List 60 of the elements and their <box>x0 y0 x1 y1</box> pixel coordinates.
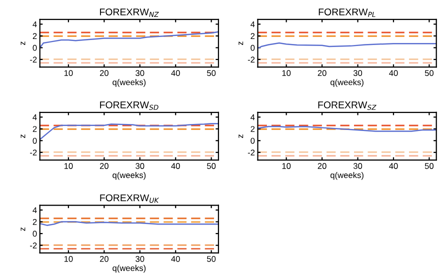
x-tick-label: 20 <box>100 256 108 262</box>
x-tick-label: 10 <box>64 70 73 76</box>
x-tick-label: 30 <box>136 163 144 169</box>
y-axis-title: z <box>20 134 26 138</box>
x-tick-label: 10 <box>282 70 291 76</box>
y-tick-label: 4 <box>32 21 37 28</box>
x-tick-label: 50 <box>424 70 434 76</box>
y-tick-label: 0 <box>250 44 255 51</box>
x-tick-label: 50 <box>207 163 216 169</box>
x-tick-label: 10 <box>64 163 73 169</box>
x-axis-title: q(weeks) <box>112 79 146 87</box>
y-axis-title: z <box>20 42 26 46</box>
x-tick-label: 40 <box>389 163 398 169</box>
x-tick-label: 20 <box>318 70 326 76</box>
x-tick-label: 40 <box>171 163 180 169</box>
x-tick-label: 50 <box>207 70 216 76</box>
x-tick-label: 40 <box>389 70 398 76</box>
x-axis-title: q(weeks) <box>112 172 146 180</box>
y-tick-label: 2 <box>32 126 37 132</box>
chart-title: FOREXRW$_{SD}$ <box>100 101 158 110</box>
y-tick-label: 0 <box>32 138 37 144</box>
x-tick-label: 30 <box>136 70 144 76</box>
y-axis-title: z <box>238 42 244 46</box>
y-tick-label: -2 <box>30 150 37 156</box>
y-tick-label: 0 <box>32 44 37 51</box>
chart-title: FOREXRW$_{SZ}$ <box>318 101 376 110</box>
y-tick-label: 0 <box>32 230 37 237</box>
y-tick-label: -2 <box>248 56 255 62</box>
x-tick-label: 30 <box>353 70 362 76</box>
y-tick-label: 2 <box>32 218 37 225</box>
x-tick-label: 50 <box>207 256 216 262</box>
x-tick-label: 50 <box>424 163 434 169</box>
y-tick-label: -2 <box>30 242 37 248</box>
chart-title: FOREXRW$_{NZ}$ <box>100 8 159 17</box>
y-tick-label: 4 <box>32 114 37 120</box>
x-tick-label: 20 <box>100 163 108 169</box>
x-tick-label: 40 <box>171 70 180 76</box>
y-axis-title: z <box>238 134 244 138</box>
x-tick-label: 20 <box>318 163 326 169</box>
y-tick-label: 2 <box>32 33 37 39</box>
y-tick-label: -2 <box>30 56 37 62</box>
y-tick-label: -2 <box>248 150 255 156</box>
chart-title: FOREXRW$_{UK}$ <box>100 194 160 203</box>
y-tick-label: 4 <box>250 21 255 28</box>
chart-title: FOREXRW$_{PL}$ <box>318 8 376 17</box>
y-tick-label: 4 <box>32 207 37 214</box>
x-axis-title: q(weeks) <box>330 172 364 180</box>
y-tick-label: 4 <box>250 114 255 120</box>
y-axis-title: z <box>20 227 26 231</box>
x-tick-label: 10 <box>282 163 291 169</box>
x-axis-title: q(weeks) <box>112 264 146 273</box>
x-tick-label: 30 <box>136 256 144 262</box>
y-tick-label: 0 <box>250 138 255 144</box>
y-tick-label: 2 <box>250 126 255 132</box>
x-tick-label: 30 <box>353 163 362 169</box>
x-tick-label: 20 <box>100 70 108 76</box>
x-tick-label: 40 <box>171 256 180 262</box>
x-axis-title: q(weeks) <box>330 79 364 87</box>
x-tick-label: 10 <box>64 256 73 262</box>
y-tick-label: 2 <box>250 33 255 39</box>
